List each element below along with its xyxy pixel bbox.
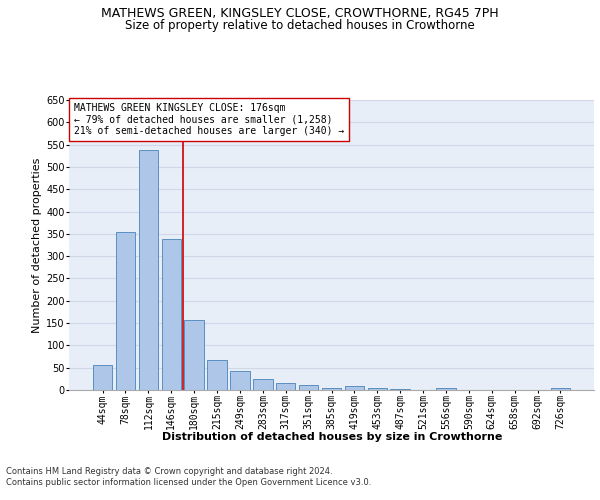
Bar — [551, 388, 570, 390]
Y-axis label: Number of detached properties: Number of detached properties — [32, 158, 42, 332]
Bar — [322, 388, 341, 390]
Text: MATHEWS GREEN, KINGSLEY CLOSE, CROWTHORNE, RG45 7PH: MATHEWS GREEN, KINGSLEY CLOSE, CROWTHORN… — [101, 8, 499, 20]
Bar — [208, 360, 227, 390]
Bar — [93, 364, 112, 390]
Text: Distribution of detached houses by size in Crowthorne: Distribution of detached houses by size … — [161, 432, 502, 442]
Bar — [276, 384, 295, 390]
Bar — [161, 239, 181, 390]
Bar — [253, 379, 272, 390]
Bar — [299, 385, 319, 390]
Bar — [391, 389, 410, 390]
Bar — [344, 386, 364, 390]
Bar — [368, 388, 387, 390]
Text: Contains HM Land Registry data © Crown copyright and database right 2024.
Contai: Contains HM Land Registry data © Crown c… — [6, 468, 371, 487]
Bar — [184, 320, 204, 390]
Bar — [116, 232, 135, 390]
Bar — [230, 372, 250, 390]
Text: Size of property relative to detached houses in Crowthorne: Size of property relative to detached ho… — [125, 18, 475, 32]
Text: MATHEWS GREEN KINGSLEY CLOSE: 176sqm
← 79% of detached houses are smaller (1,258: MATHEWS GREEN KINGSLEY CLOSE: 176sqm ← 7… — [74, 103, 344, 136]
Bar — [436, 388, 455, 390]
Bar — [139, 150, 158, 390]
